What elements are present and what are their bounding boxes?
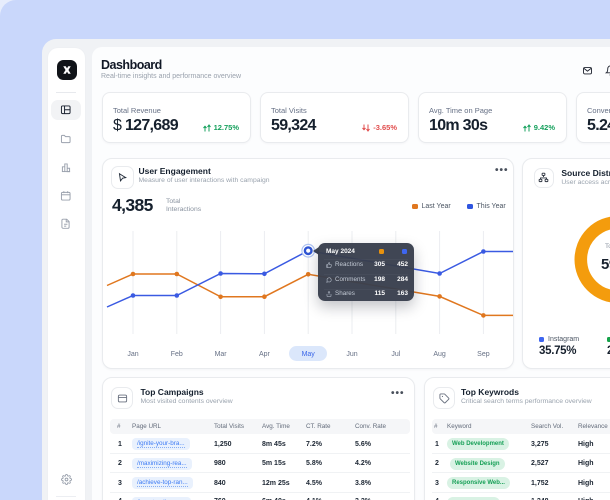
svg-text:Apr: Apr [259, 351, 271, 358]
svg-text:Jul: Jul [391, 351, 400, 358]
svg-text:Mar: Mar [215, 351, 228, 358]
svg-text:Feb: Feb [171, 351, 183, 358]
svg-text:Jan: Jan [127, 351, 138, 358]
svg-text:Aug: Aug [433, 351, 446, 358]
svg-text:May: May [302, 351, 316, 358]
svg-text:Jun: Jun [346, 351, 357, 358]
svg-text:Sep: Sep [477, 351, 490, 358]
